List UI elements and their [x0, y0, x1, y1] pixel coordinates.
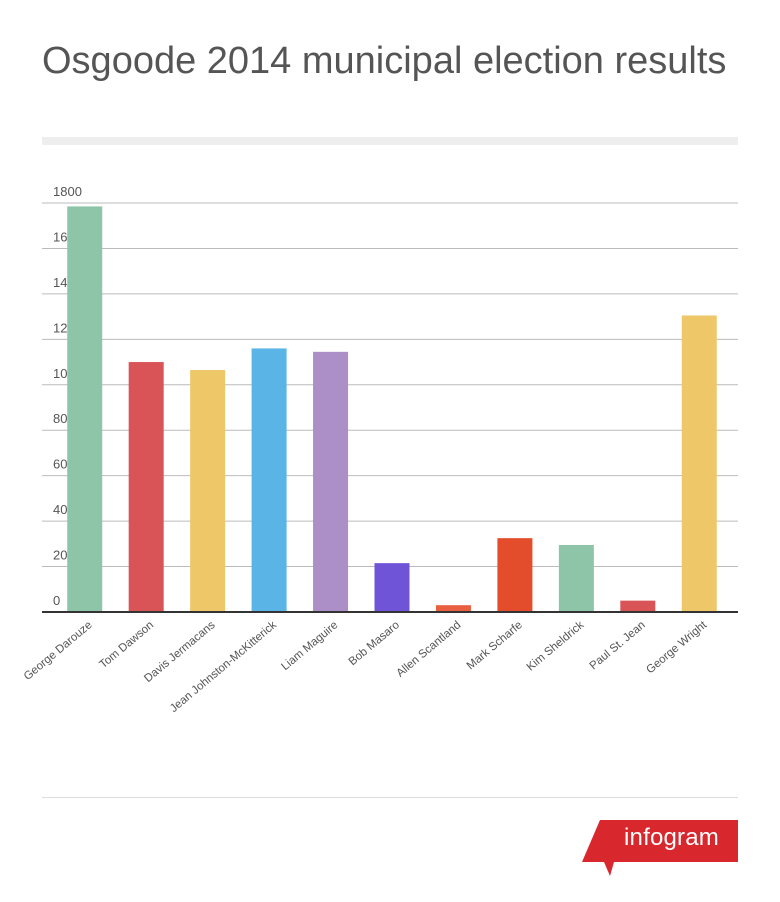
bar-george-wright[interactable] — [681, 315, 717, 612]
bar-bob-masaro[interactable] — [374, 563, 410, 612]
x-tick-label: Paul St. Jean — [588, 619, 648, 672]
title-divider — [42, 137, 738, 145]
infogram-logo[interactable]: infogram — [580, 818, 740, 880]
bar-george-darouze[interactable] — [67, 206, 103, 612]
x-tick-label: Tom Dawson — [97, 619, 156, 671]
bar-paul-st-jean[interactable] — [620, 600, 656, 612]
infogram-logo-text: infogram — [624, 824, 719, 851]
bar-jean-johnston-mckitterick[interactable] — [251, 348, 287, 612]
y-tick-label: 0 — [53, 593, 60, 608]
x-tick-label: Liam Maguire — [279, 619, 340, 673]
footer-divider — [42, 797, 738, 798]
bar-allen-scantland[interactable] — [435, 605, 471, 612]
bar-kim-sheldrick[interactable] — [558, 544, 594, 612]
bar-liam-maguire[interactable] — [313, 351, 349, 612]
bar-chart: 020040060080010001200140016001800 George… — [22, 184, 738, 715]
x-tick-label: Jean Johnston-McKitterick — [168, 619, 279, 715]
bar-tom-dawson[interactable] — [128, 362, 164, 612]
x-tick-label: George Wright — [644, 619, 709, 677]
chart-title: Osgoode 2014 municipal election results — [42, 40, 727, 82]
bars — [67, 206, 717, 612]
x-tick-label: Kim Sheldrick — [525, 619, 587, 674]
y-tick-label: 1800 — [53, 184, 82, 199]
x-tick-label: George Darouze — [22, 619, 95, 683]
infogram-logo-shape — [582, 820, 738, 876]
x-tick-label: Bob Masaro — [347, 619, 402, 668]
x-tick-label: Allen Scantland — [394, 619, 463, 680]
x-tick-label: Mark Scharfe — [465, 619, 525, 672]
bar-mark-scharfe[interactable] — [497, 538, 533, 612]
bar-davis-jermacans[interactable] — [190, 370, 226, 612]
